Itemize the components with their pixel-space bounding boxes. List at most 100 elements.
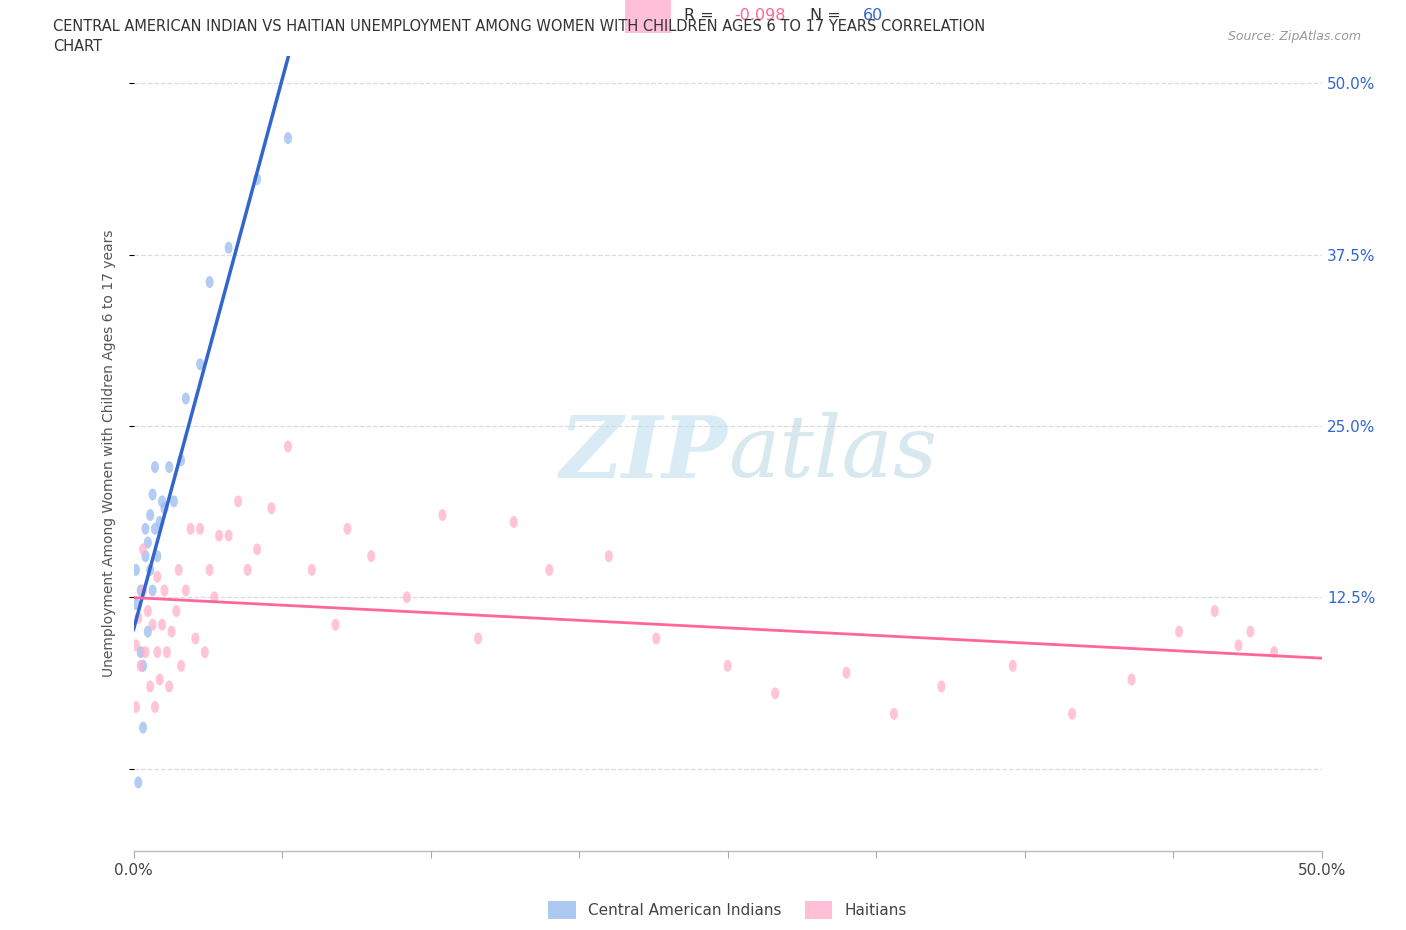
Ellipse shape [132,639,141,651]
Text: Source: ZipAtlas.com: Source: ZipAtlas.com [1227,30,1361,43]
Text: CENTRAL AMERICAN INDIAN VS HAITIAN UNEMPLOYMENT AMONG WOMEN WITH CHILDREN AGES 6: CENTRAL AMERICAN INDIAN VS HAITIAN UNEMP… [53,19,986,33]
Ellipse shape [173,605,180,617]
Ellipse shape [195,358,204,370]
Text: CHART: CHART [53,39,103,54]
Ellipse shape [166,681,173,693]
Ellipse shape [177,454,186,466]
Ellipse shape [195,523,204,535]
Ellipse shape [167,626,176,638]
Ellipse shape [149,584,156,596]
Ellipse shape [842,667,851,679]
Ellipse shape [139,543,148,555]
Ellipse shape [142,523,149,535]
Ellipse shape [142,551,149,563]
Ellipse shape [205,276,214,288]
Text: N =: N = [810,7,846,22]
Ellipse shape [146,564,155,576]
Ellipse shape [284,132,292,144]
Ellipse shape [1128,673,1136,685]
Ellipse shape [142,646,149,658]
Ellipse shape [205,564,214,576]
Ellipse shape [308,564,316,576]
Legend: Central American Indians, Haitians: Central American Indians, Haitians [548,901,907,919]
Ellipse shape [150,523,159,535]
Text: -0.098: -0.098 [734,7,786,22]
Ellipse shape [1211,605,1219,617]
Ellipse shape [153,646,162,658]
Ellipse shape [153,551,162,563]
Ellipse shape [143,537,152,549]
Text: R =: R = [685,7,720,22]
Ellipse shape [510,516,517,528]
Ellipse shape [139,584,148,596]
Ellipse shape [146,681,155,693]
Ellipse shape [170,496,179,508]
Ellipse shape [724,660,731,671]
Ellipse shape [546,564,554,576]
Ellipse shape [135,612,142,624]
Ellipse shape [139,660,148,671]
Ellipse shape [211,591,218,604]
Ellipse shape [235,496,242,508]
Ellipse shape [156,673,163,685]
Ellipse shape [191,632,200,644]
Ellipse shape [890,708,898,720]
Ellipse shape [187,523,194,535]
Ellipse shape [605,551,613,563]
Ellipse shape [153,571,162,583]
Ellipse shape [770,687,779,699]
Ellipse shape [215,529,224,541]
Ellipse shape [149,618,156,631]
Ellipse shape [253,543,262,555]
Ellipse shape [146,509,155,521]
Ellipse shape [149,488,156,500]
Ellipse shape [132,598,141,610]
FancyBboxPatch shape [624,0,671,33]
Ellipse shape [150,701,159,713]
Ellipse shape [201,646,209,658]
Ellipse shape [652,632,661,644]
Ellipse shape [225,529,232,541]
Text: atlas: atlas [728,412,936,495]
Ellipse shape [174,564,183,576]
Ellipse shape [1246,626,1254,638]
Ellipse shape [150,461,159,473]
Ellipse shape [157,496,166,508]
Ellipse shape [367,551,375,563]
Ellipse shape [156,516,163,528]
Ellipse shape [1175,626,1182,638]
Text: 60: 60 [863,7,883,22]
Ellipse shape [139,722,148,734]
Ellipse shape [143,605,152,617]
Ellipse shape [160,502,169,514]
Ellipse shape [181,584,190,596]
Ellipse shape [1270,646,1278,658]
Ellipse shape [1234,639,1243,651]
Ellipse shape [143,626,152,638]
Ellipse shape [938,681,945,693]
Ellipse shape [181,392,190,405]
Ellipse shape [132,564,141,576]
Ellipse shape [404,591,411,604]
Ellipse shape [160,584,169,596]
Ellipse shape [136,660,145,671]
Ellipse shape [225,242,232,254]
Ellipse shape [135,777,142,789]
Ellipse shape [1069,708,1076,720]
Ellipse shape [163,646,172,658]
Ellipse shape [136,646,145,658]
Ellipse shape [157,618,166,631]
Ellipse shape [474,632,482,644]
Ellipse shape [284,441,292,453]
Ellipse shape [253,173,262,185]
Ellipse shape [1008,660,1017,671]
Ellipse shape [166,461,173,473]
Text: ZIP: ZIP [560,412,728,495]
Ellipse shape [177,660,186,671]
Ellipse shape [267,502,276,514]
Ellipse shape [343,523,352,535]
Ellipse shape [332,618,339,631]
Ellipse shape [132,701,141,713]
Ellipse shape [243,564,252,576]
Ellipse shape [136,584,145,596]
